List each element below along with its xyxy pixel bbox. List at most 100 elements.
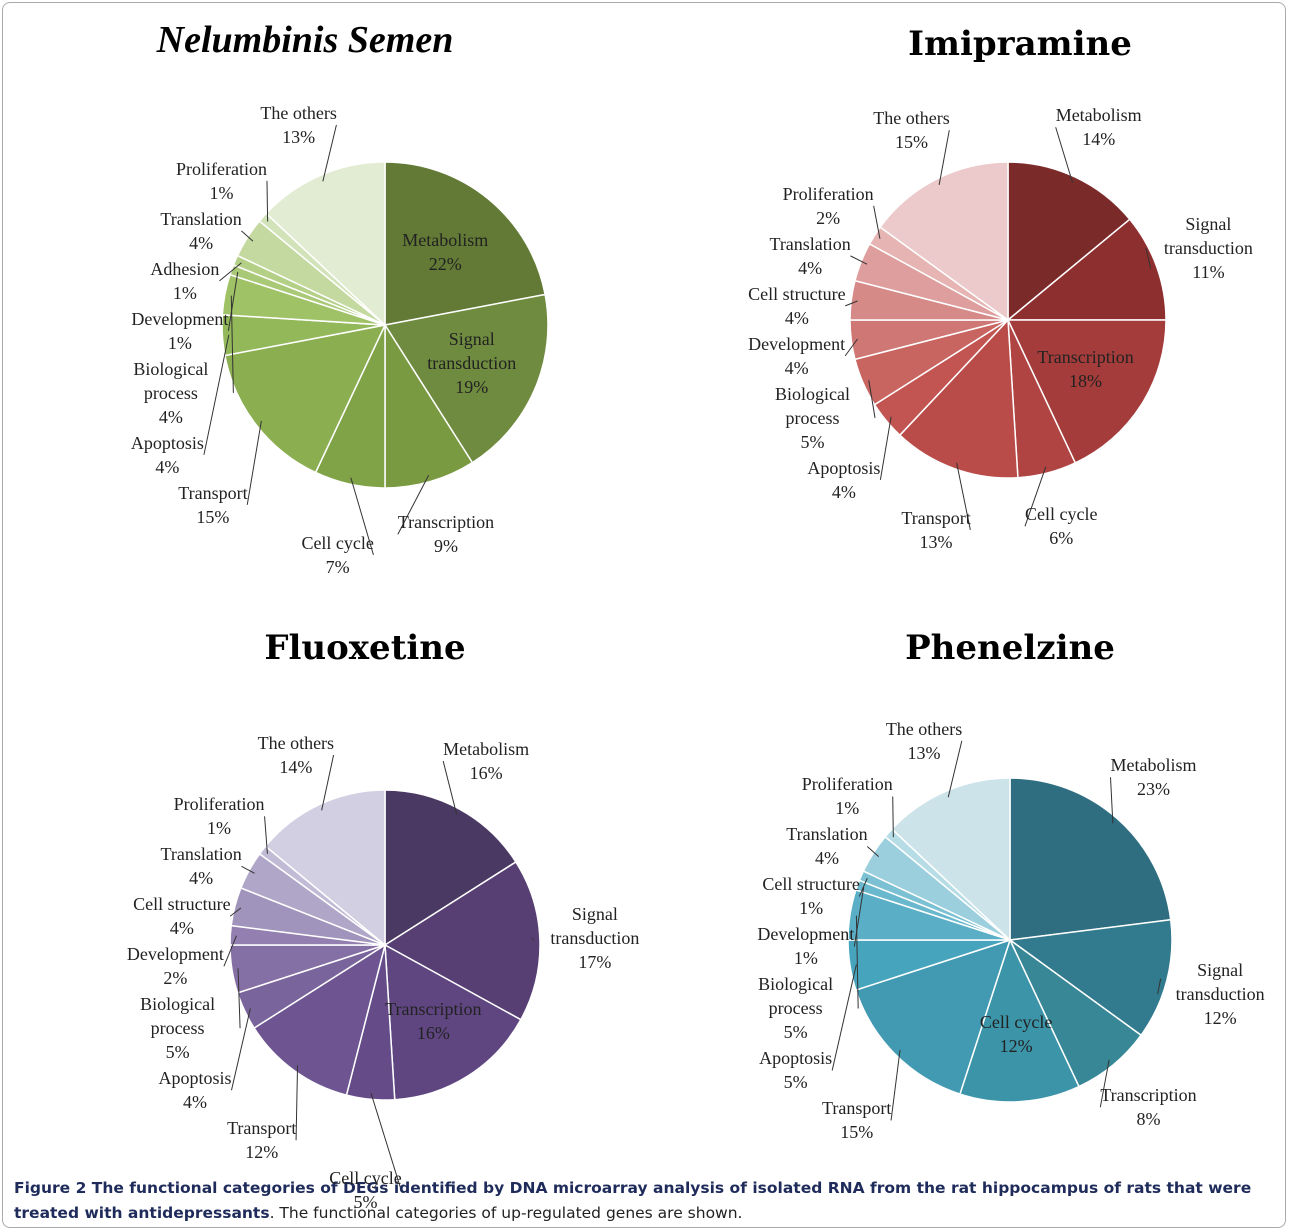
slice-label: Transcription 16% <box>385 997 481 1045</box>
category-label: Cell structure <box>133 894 231 915</box>
value-label: 5% <box>353 1192 378 1213</box>
pie-slice <box>224 323 387 474</box>
slice-label: Metabolism 23% <box>1111 753 1197 801</box>
slice-label: Apoptosis 4% <box>131 431 204 479</box>
slice-label: Cell structure 1% <box>762 872 859 920</box>
category-label: Transcription <box>1037 347 1134 368</box>
pie-slice <box>1009 777 1172 941</box>
leader-line <box>1024 466 1047 527</box>
category-label: Proliferation <box>801 774 893 795</box>
value-label: 19% <box>455 376 489 397</box>
leader-line <box>868 380 876 418</box>
value-label: 16% <box>469 762 503 783</box>
category-label: The others <box>873 108 950 129</box>
leader-line <box>1099 1059 1110 1108</box>
leader-line <box>350 477 374 555</box>
value-label: 4% <box>784 307 809 328</box>
slice-label: Development 2% <box>127 942 224 990</box>
leader-line <box>397 475 430 535</box>
category-label: Proliferation <box>173 794 265 815</box>
slice-label: Cell cycle 12% <box>980 1010 1052 1058</box>
slice-label: Proliferation 1% <box>176 157 267 205</box>
value-label: 2% <box>816 207 841 228</box>
value-label: 4% <box>798 257 823 278</box>
category-label: Cell cycle <box>1024 504 1098 525</box>
category-label: Development <box>748 333 846 354</box>
value-label: 4% <box>784 357 809 378</box>
caption-text: . The functional categories of up-regula… <box>269 1204 743 1222</box>
slice-label: Cell cycle 5% <box>329 1166 401 1214</box>
leader-line <box>1110 777 1114 824</box>
leader-line <box>321 754 335 811</box>
pie-slice <box>879 161 1009 322</box>
value-label: 11% <box>1192 261 1225 282</box>
category-label: Metabolism <box>1055 105 1142 126</box>
category-label: The others <box>257 732 335 753</box>
value-label: 13% <box>919 531 953 552</box>
leader-line <box>246 420 262 505</box>
slice-label: Apoptosis 4% <box>158 1066 231 1114</box>
value-label: 4% <box>155 456 180 477</box>
value-label: 12% <box>1203 1007 1237 1028</box>
leader-line <box>219 262 242 282</box>
chart-title: Nelumbinis Semen <box>156 19 454 61</box>
category-label: Signal transduction <box>427 328 517 373</box>
slice-label: Proliferation 2% <box>783 182 874 230</box>
slice-label: Metabolism 16% <box>443 737 529 785</box>
leader-line <box>947 740 963 798</box>
pie-slice <box>898 318 1019 479</box>
category-label: Cell cycle <box>979 1011 1053 1032</box>
value-label: 5% <box>783 1072 808 1093</box>
leader-line <box>831 964 857 1071</box>
leader-line <box>322 124 337 182</box>
leader-line <box>844 338 858 357</box>
category-label: Translation <box>160 208 242 229</box>
leader-line <box>873 205 881 239</box>
category-label: Signal transduction <box>1175 959 1265 1004</box>
category-label: Translation <box>160 844 242 865</box>
category-label: Apoptosis <box>130 432 204 453</box>
category-label: Transcription <box>385 998 482 1019</box>
slice-label: Development 1% <box>757 922 854 970</box>
value-label: 12% <box>999 1035 1033 1056</box>
value-label: 4% <box>182 1092 207 1113</box>
value-label: 5% <box>800 431 825 452</box>
slice-label: Cell structure 4% <box>748 282 845 330</box>
leader-line <box>442 760 458 815</box>
category-label: Translation <box>769 233 851 254</box>
value-label: 15% <box>196 506 230 527</box>
value-label: 7% <box>325 556 350 577</box>
slice-label: Translation 4% <box>769 232 850 280</box>
slice-label: Transcription 8% <box>1100 1083 1196 1131</box>
slice-label: Metabolism 14% <box>1056 103 1142 151</box>
leader-line <box>295 1065 299 1141</box>
leader-line <box>855 915 859 1009</box>
category-label: Biological process <box>775 383 851 428</box>
leader-line <box>241 230 254 242</box>
category-label: Signal transduction <box>550 904 640 949</box>
caption: Figure 2 The functional categories of DE… <box>14 1176 1278 1226</box>
value-label: 4% <box>169 918 194 939</box>
chart-title: Fluoxetine <box>264 628 466 668</box>
category-label: Apoptosis <box>158 1068 232 1089</box>
value-label: 6% <box>1049 528 1074 549</box>
leader-line <box>237 968 241 1029</box>
value-label: 4% <box>814 848 839 869</box>
value-label: 1% <box>799 898 824 919</box>
leader-line <box>203 334 230 455</box>
category-label: Translation <box>786 824 868 845</box>
value-label: 1% <box>209 182 234 203</box>
leader-line <box>266 180 269 222</box>
category-label: Biological process <box>140 994 216 1039</box>
category-label: The others <box>885 718 963 739</box>
slice-label: Proliferation 1% <box>802 772 893 820</box>
slice-label: Adhesion 1% <box>150 257 219 305</box>
pie-slice <box>890 777 1011 942</box>
value-label: 14% <box>279 756 313 777</box>
slice-label: Signal transduction 11% <box>1146 212 1271 284</box>
category-label: Transport <box>901 507 971 528</box>
category-label: Apoptosis <box>759 1048 833 1069</box>
category-label: Transcription <box>397 512 495 533</box>
pie-slice <box>384 161 546 326</box>
